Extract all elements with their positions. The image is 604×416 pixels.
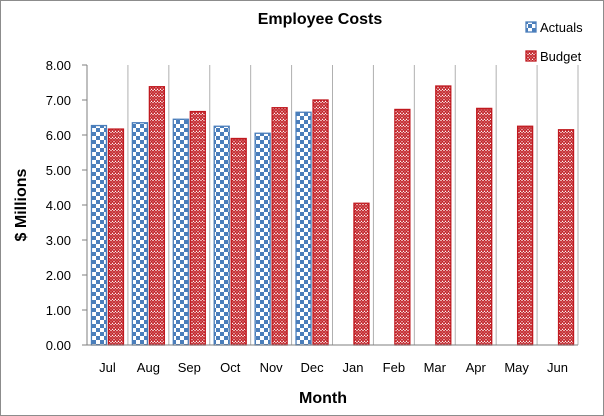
x-tick-label: Oct xyxy=(220,360,241,375)
bar-budget-aug xyxy=(148,86,166,346)
y-tick-labels: 0.00 1.00 2.00 3.00 4.00 5.00 6.00 7.00 8.00 xyxy=(46,58,71,353)
x-tick-label: May xyxy=(504,360,529,375)
bar-budget-oct xyxy=(230,137,247,346)
bar-budget-mar xyxy=(435,85,452,346)
chart-title: Employee Costs xyxy=(258,11,383,28)
y-tick-label: 8.00 xyxy=(46,58,71,73)
y-axis-title: $ Millions xyxy=(13,168,30,241)
x-tick-labels: Jul Aug Sep Oct Nov Dec Jan Feb Mar Apr May Jun xyxy=(99,360,568,375)
y-tick-label: 4.00 xyxy=(46,198,71,213)
bar-budget-feb xyxy=(394,108,411,346)
y-tick-label: 7.00 xyxy=(46,93,71,108)
x-tick-label: Jun xyxy=(547,360,568,375)
x-tick-label: Jan xyxy=(342,360,363,375)
bar-budget-may xyxy=(516,125,534,346)
y-tick-label: 0.00 xyxy=(46,338,71,353)
bar-actuals-nov xyxy=(254,132,271,346)
bar-budget-dec xyxy=(312,99,329,346)
legend-label-actuals: Actuals xyxy=(540,20,583,35)
bar-actuals-oct xyxy=(213,125,230,346)
bar-actuals-jul xyxy=(90,124,108,346)
legend: Actuals Budget xyxy=(525,20,583,64)
legend-label-budget: Budget xyxy=(540,49,582,64)
bars xyxy=(90,85,575,346)
legend-swatch-budget xyxy=(525,50,537,62)
y-tick-label: 2.00 xyxy=(46,268,71,283)
x-tick-label: Sep xyxy=(178,360,201,375)
bar-budget-nov xyxy=(271,107,288,346)
bar-actuals-dec xyxy=(295,111,312,346)
bar-budget-jan xyxy=(353,202,370,346)
bar-budget-apr xyxy=(476,107,493,346)
axes xyxy=(82,64,578,346)
x-tick-label: Apr xyxy=(466,360,487,375)
x-tick-label: Feb xyxy=(383,360,405,375)
y-tick-label: 5.00 xyxy=(46,163,71,178)
y-tick-label: 3.00 xyxy=(46,233,71,248)
bar-budget-jun xyxy=(557,129,575,346)
x-tick-label: Nov xyxy=(260,360,284,375)
x-tick-label: Aug xyxy=(137,360,160,375)
bar-actuals-sep xyxy=(172,118,189,346)
x-tick-label: Jul xyxy=(99,360,116,375)
bar-budget-sep xyxy=(189,110,206,346)
y-tick-label: 1.00 xyxy=(46,303,71,318)
legend-swatch-actuals xyxy=(525,21,537,33)
x-tick-label: Dec xyxy=(300,360,324,375)
bar-budget-jul xyxy=(107,128,125,346)
y-tick-label: 6.00 xyxy=(46,128,71,143)
x-tick-label: Mar xyxy=(424,360,447,375)
bar-actuals-aug xyxy=(131,122,149,346)
x-axis-title: Month xyxy=(299,390,347,407)
